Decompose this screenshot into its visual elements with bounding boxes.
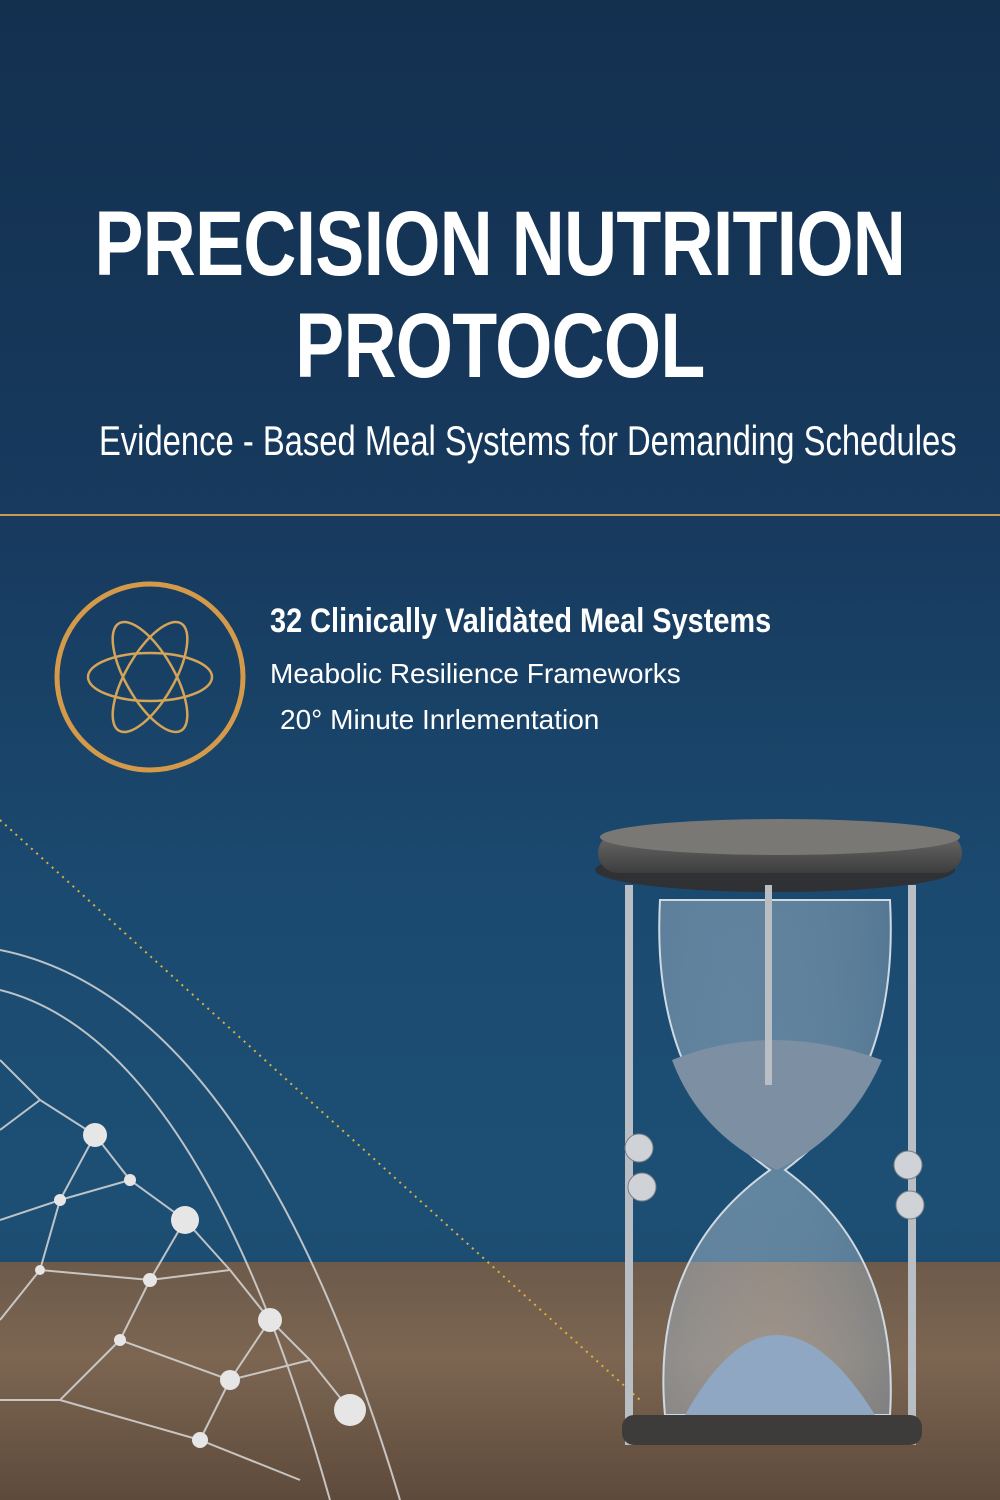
feature-2: Meabolic Resilience Frameworks <box>270 658 681 689</box>
feature-1: 32 Clinically Validàted Meal Systems <box>270 602 772 640</box>
subtitle: Evidence - Based Meal Systems for Demand… <box>99 417 957 464</box>
feature-3: 20° Minute Inrlementation <box>280 704 600 735</box>
title-line-2: PROTOCOL <box>295 295 705 397</box>
atom-icon <box>54 581 246 773</box>
molecular-network <box>0 819 640 1500</box>
hourglass-icon <box>595 819 962 1445</box>
title-line-1: PRECISION NUTRITION <box>94 193 907 295</box>
gold-divider <box>0 514 1000 516</box>
